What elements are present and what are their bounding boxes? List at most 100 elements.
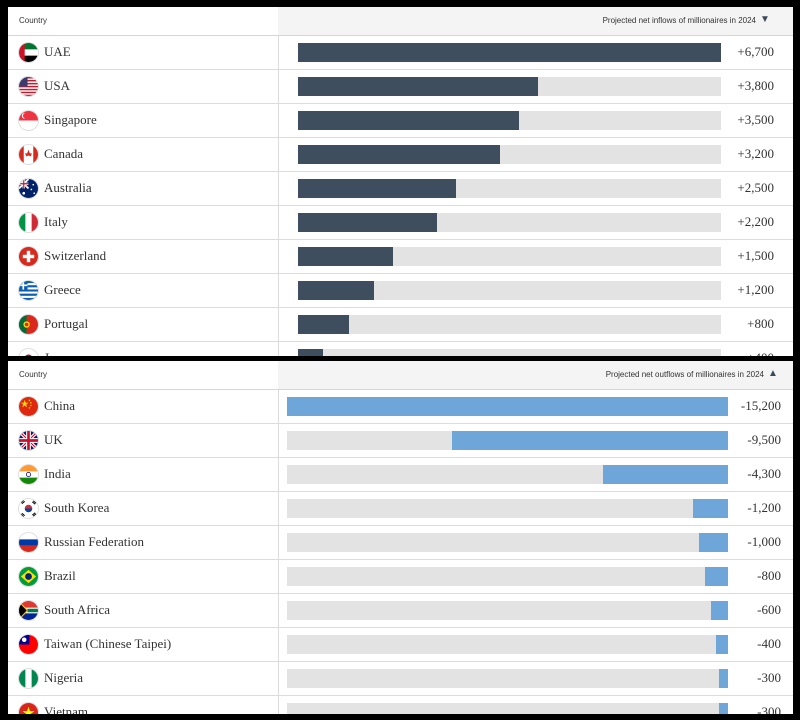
bar-track bbox=[287, 635, 728, 654]
country-name[interactable]: India bbox=[44, 466, 71, 481]
bar[interactable] bbox=[719, 669, 728, 688]
country-name[interactable]: Italy bbox=[44, 214, 68, 229]
triangle-down-icon[interactable]: ▼ bbox=[760, 14, 770, 25]
bar[interactable] bbox=[298, 247, 393, 266]
country-name[interactable]: Australia bbox=[44, 180, 92, 195]
bar[interactable] bbox=[287, 397, 728, 416]
inflows-table: Country Projected net inflows of milliona… bbox=[8, 7, 793, 356]
flag-ch-icon bbox=[19, 247, 38, 266]
bar[interactable] bbox=[298, 77, 538, 96]
bar[interactable] bbox=[298, 111, 519, 130]
flag-za-icon bbox=[19, 601, 38, 620]
flag-ca-icon bbox=[19, 145, 38, 164]
table-row[interactable]: USA +3,800 bbox=[8, 70, 793, 104]
bar[interactable] bbox=[699, 533, 728, 552]
bar[interactable] bbox=[298, 145, 500, 164]
column-label-metric[interactable]: Projected net outflows of millionaires i… bbox=[605, 370, 764, 379]
bar[interactable] bbox=[298, 43, 721, 62]
triangle-up-icon[interactable]: ▲ bbox=[768, 368, 778, 379]
table-row[interactable]: UK -9,500 bbox=[8, 424, 793, 458]
bar[interactable] bbox=[298, 179, 456, 198]
bar[interactable] bbox=[603, 465, 728, 484]
country-name[interactable]: Greece bbox=[44, 282, 81, 297]
table-row[interactable]: Portugal +800 bbox=[8, 308, 793, 342]
flag-jp-icon bbox=[19, 349, 38, 356]
country-name[interactable]: Canada bbox=[44, 146, 83, 161]
country-cell bbox=[8, 526, 279, 559]
table-row[interactable]: Singapore +3,500 bbox=[8, 104, 793, 138]
column-label-country[interactable]: Country bbox=[19, 370, 48, 379]
country-cell bbox=[8, 274, 279, 307]
table-row[interactable]: Australia +2,500 bbox=[8, 172, 793, 206]
table-row[interactable]: UAE +6,700 bbox=[8, 36, 793, 70]
country-cell bbox=[8, 594, 279, 627]
flag-au-icon bbox=[19, 179, 38, 198]
bar[interactable] bbox=[452, 431, 728, 450]
table-row[interactable]: South Africa -600 bbox=[8, 594, 793, 628]
flag-pt-icon bbox=[19, 315, 38, 334]
country-cell bbox=[8, 696, 279, 714]
bar-track bbox=[287, 567, 728, 586]
bar[interactable] bbox=[298, 213, 437, 232]
header-metric-cell bbox=[278, 361, 793, 389]
flag-ae-icon bbox=[19, 43, 38, 62]
table-row[interactable]: Japan +400 bbox=[8, 342, 793, 356]
bar-track bbox=[298, 111, 721, 130]
country-name[interactable]: Nigeria bbox=[44, 670, 83, 685]
country-cell bbox=[8, 342, 279, 356]
country-name[interactable]: South Africa bbox=[44, 602, 111, 617]
country-name[interactable]: UK bbox=[44, 432, 63, 447]
table-row[interactable]: Italy +2,200 bbox=[8, 206, 793, 240]
bar[interactable] bbox=[693, 499, 728, 518]
country-name[interactable]: Russian Federation bbox=[44, 534, 145, 549]
value-label: -600 bbox=[757, 602, 781, 617]
table-row[interactable]: Brazil -800 bbox=[8, 560, 793, 594]
flag-ng-icon bbox=[19, 669, 38, 688]
table-row[interactable]: Russian Federation -1,000 bbox=[8, 526, 793, 560]
bar-track bbox=[298, 349, 721, 356]
value-label: -9,500 bbox=[747, 432, 781, 447]
bar-track bbox=[287, 499, 728, 518]
table-row[interactable]: Nigeria -300 bbox=[8, 662, 793, 696]
country-name[interactable]: UAE bbox=[44, 44, 71, 59]
bar-track bbox=[287, 669, 728, 688]
table-row[interactable]: Vietnam -300 bbox=[8, 696, 793, 714]
table-row[interactable]: India -4,300 bbox=[8, 458, 793, 492]
country-cell bbox=[8, 458, 279, 491]
country-name[interactable]: Taiwan (Chinese Taipei) bbox=[44, 636, 172, 651]
outflows-table: Country Projected net outflows of million… bbox=[8, 361, 793, 714]
value-label: +2,200 bbox=[737, 214, 774, 229]
bar[interactable] bbox=[716, 635, 728, 654]
value-label: -300 bbox=[757, 704, 781, 714]
table-row[interactable]: Switzerland +1,500 bbox=[8, 240, 793, 274]
country-name[interactable]: Brazil bbox=[44, 568, 76, 583]
bar-track bbox=[287, 431, 728, 450]
country-name[interactable]: USA bbox=[44, 78, 71, 93]
bar[interactable] bbox=[298, 281, 374, 300]
table-row[interactable]: Greece +1,200 bbox=[8, 274, 793, 308]
bar[interactable] bbox=[705, 567, 728, 586]
table-row[interactable]: Canada +3,200 bbox=[8, 138, 793, 172]
value-label: +3,500 bbox=[737, 112, 774, 127]
country-name[interactable]: Switzerland bbox=[44, 248, 107, 263]
table-row[interactable]: South Korea -1,200 bbox=[8, 492, 793, 526]
table-row[interactable]: China -15,200 bbox=[8, 390, 793, 424]
country-name[interactable]: Vietnam bbox=[44, 704, 88, 714]
bar[interactable] bbox=[298, 315, 349, 334]
country-name[interactable]: China bbox=[44, 398, 76, 413]
flag-kr-icon bbox=[19, 499, 38, 518]
table-row[interactable]: Taiwan (Chinese Taipei) -400 bbox=[8, 628, 793, 662]
country-name[interactable]: Singapore bbox=[44, 112, 97, 127]
bar[interactable] bbox=[719, 703, 728, 714]
country-name[interactable]: Portugal bbox=[44, 316, 89, 331]
column-label-metric[interactable]: Projected net inflows of millionaires in… bbox=[602, 16, 756, 25]
flag-tw-icon bbox=[19, 635, 38, 654]
country-name[interactable]: South Korea bbox=[44, 500, 110, 515]
bar[interactable] bbox=[711, 601, 728, 620]
country-cell bbox=[8, 138, 279, 171]
bar[interactable] bbox=[298, 349, 323, 356]
column-label-country[interactable]: Country bbox=[19, 16, 48, 25]
country-name[interactable]: Japan bbox=[44, 350, 74, 356]
flag-sg-icon bbox=[19, 111, 38, 130]
country-cell bbox=[8, 390, 279, 423]
